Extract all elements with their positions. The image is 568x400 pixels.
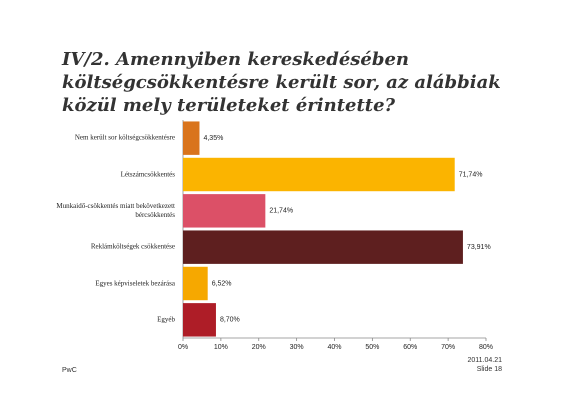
footer-date: 2011.04.21 — [467, 357, 502, 364]
bar — [183, 121, 200, 155]
x-tick-label: 60% — [403, 344, 417, 351]
x-tick-label: 40% — [327, 344, 341, 351]
bar — [183, 230, 463, 264]
footer-slide: Slide 18 — [476, 366, 502, 373]
category-label: Munkaidő-csökkentés miatt bekövetkezett … — [56, 201, 175, 219]
x-tick-label: 30% — [290, 344, 304, 351]
category-label: Egyéb — [157, 315, 175, 324]
x-tick-label: 20% — [252, 344, 266, 351]
bar — [183, 194, 266, 228]
chart-title: IV/2. Amennyiben kereskedésében költségc… — [62, 49, 501, 116]
bar — [183, 157, 455, 192]
x-tick-label: 80% — [479, 344, 493, 351]
value-label: 73,91% — [467, 244, 491, 251]
category-label: Reklámköltségek csökkentése — [90, 242, 175, 251]
bar — [183, 266, 208, 301]
x-tick-label: 0% — [178, 344, 188, 351]
value-label: 21,74% — [269, 208, 293, 215]
x-tick-label: 70% — [441, 344, 455, 351]
value-label: 4,35% — [203, 135, 223, 142]
value-label: 6,52% — [212, 280, 232, 287]
bar — [183, 303, 216, 337]
x-tick-label: 50% — [365, 344, 379, 351]
category-label: Létszámcsökkentés — [120, 170, 175, 178]
value-label: 71,74% — [459, 171, 483, 178]
category-label: Egyes képviseletek bezárása — [95, 279, 175, 287]
category-label: Nem került sor költségcsökkentésre — [74, 133, 175, 142]
footer-brand: PwC — [62, 367, 77, 374]
value-label: 8,70% — [220, 317, 240, 324]
x-tick-label: 10% — [214, 344, 228, 351]
